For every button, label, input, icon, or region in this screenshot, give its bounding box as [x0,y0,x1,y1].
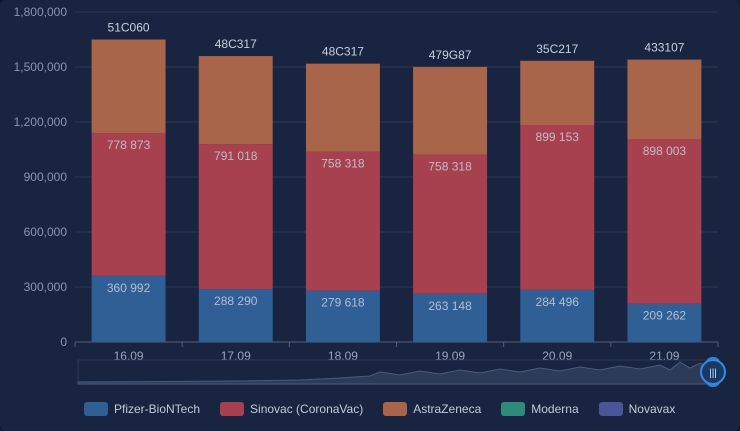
legend-swatch [598,402,623,416]
y-tick-label: 0 [60,335,67,349]
y-axis: 0 300,000 600,000 900,000 1,200,000 1,500,000… [14,5,68,349]
bar-data-label: 898 003 [643,144,687,158]
bar-data-label: 899 153 [536,130,580,144]
legend-item[interactable]: AstraZeneca [383,402,481,416]
bar-segment[interactable] [91,275,166,342]
stacked-bar-chart: 0 300,000 600,000 900,000 1,200,000 1,500,000… [14,5,726,387]
y-tick-label: 300,000 [24,280,68,294]
x-tick-label: 17.09 [221,349,251,363]
bars: 360 992 778 873 51C060 288 290 791 018 48C317… [91,21,702,342]
legend-label: Novavax [628,402,676,416]
bar-data-label: 48C317 [215,37,257,51]
bar-data-label: 284 496 [536,295,580,309]
legend-swatch [383,402,408,416]
bar-data-label: 288 290 [214,294,258,308]
legend-swatch [220,402,245,416]
bar-segment[interactable] [413,66,488,155]
legend-item[interactable]: Moderna [501,402,579,416]
bar-data-label: 35C217 [536,42,578,56]
legend-label: Sinovac (CoronaVac) [250,402,364,416]
bar-segment[interactable] [413,293,488,342]
bar-segment[interactable] [413,154,488,294]
bar-data-label: 479G87 [429,48,472,62]
bar-data-label: 758 318 [321,157,365,171]
slider-preview-area [77,361,719,385]
bar-data-label: 758 318 [428,160,472,174]
legend-label: Moderna [531,402,579,416]
legend-label: Pfizer-BioNTech [114,402,201,416]
y-tick-label: 900,000 [24,170,68,184]
bar-segment[interactable] [627,139,702,304]
bar-data-label: 778 873 [107,138,151,152]
bar-data-label: 279 618 [321,296,365,310]
y-tick-label: 1,200,000 [14,115,68,129]
legend-item[interactable]: Pfizer-BioNTech [84,402,200,416]
legend-swatch [501,402,526,416]
bar-data-label: 48C317 [322,45,364,59]
bar-segment[interactable] [520,289,595,342]
bar-data-label: 791 018 [214,149,258,163]
legend-item[interactable]: Sinovac (CoronaVac) [220,402,363,416]
x-tick-label: 18.09 [328,349,358,363]
bar-segment[interactable] [91,133,166,276]
bar-segment[interactable] [198,289,273,342]
x-tick-label: 19.09 [435,349,465,363]
bar-segment[interactable] [305,151,380,291]
bar-segment[interactable] [198,56,273,145]
y-tick-label: 1,500,000 [14,60,68,74]
y-tick-label: 600,000 [24,225,68,239]
bar-segment[interactable] [627,59,702,140]
bar-segment[interactable] [520,60,595,125]
bar-data-label: 263 148 [428,299,472,313]
bar-segment[interactable] [198,144,273,290]
slider-handle-label: ||| [709,368,717,379]
y-tick-label: 1,800,000 [14,5,68,19]
bar-segment[interactable] [305,63,380,152]
legend-item[interactable]: Novavax [598,402,676,416]
gridlines [75,11,718,343]
bar-segment[interactable] [305,290,380,342]
bar-segment[interactable] [91,39,166,134]
bar-segment[interactable] [520,124,595,290]
x-tick-label: 16.09 [114,349,144,363]
bar-data-label: 360 992 [107,281,151,295]
legend-label: AstraZeneca [413,402,482,416]
bar-data-label: 433107 [644,41,684,55]
datazoom-slider[interactable]: ||| [77,357,726,387]
bar-data-label: 51C060 [108,21,150,35]
legend: Pfizer-BioNTech Sinovac (CoronaVac) AstraZ… [84,402,675,416]
x-tick-label: 20.09 [542,349,572,363]
bar-data-label: 209 262 [643,309,687,323]
legend-swatch [84,402,108,416]
slider-handle-knob[interactable] [700,359,726,385]
x-tick-label: 21.09 [649,349,679,363]
bar-segment[interactable] [627,303,702,342]
